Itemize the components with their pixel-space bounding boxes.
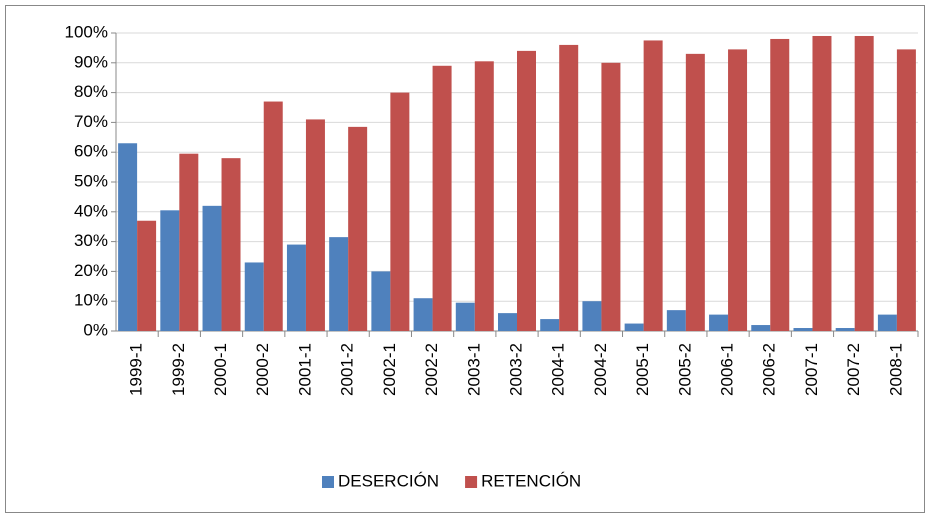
y-tick-label: 20% bbox=[74, 261, 108, 280]
bar bbox=[877, 314, 897, 331]
bar bbox=[854, 35, 874, 331]
bar bbox=[348, 126, 368, 332]
x-tick-label: 2000-1 bbox=[211, 343, 230, 396]
bar bbox=[263, 101, 283, 331]
x-tick-label: 2004-1 bbox=[549, 343, 568, 396]
x-tick-label: 2002-2 bbox=[422, 343, 441, 396]
x-tick-label: 2002-1 bbox=[380, 343, 399, 396]
y-tick-label: 70% bbox=[74, 112, 108, 131]
x-tick-label: 2000-2 bbox=[253, 343, 272, 396]
y-tick-label: 30% bbox=[74, 231, 108, 250]
legend-swatch bbox=[465, 476, 478, 488]
y-tick-label: 90% bbox=[74, 52, 108, 71]
bar bbox=[540, 319, 560, 331]
bar bbox=[835, 328, 855, 331]
bar bbox=[751, 325, 771, 331]
bar bbox=[432, 65, 452, 331]
y-tick-label: 80% bbox=[74, 82, 108, 101]
bar bbox=[455, 302, 475, 331]
bar bbox=[685, 53, 705, 332]
bar bbox=[770, 38, 790, 332]
bar bbox=[179, 153, 199, 331]
x-tick-label: 2001-1 bbox=[295, 343, 314, 396]
bar bbox=[624, 323, 644, 331]
x-tick-label: 2003-1 bbox=[464, 343, 483, 396]
bar bbox=[896, 49, 916, 331]
legend-swatch bbox=[322, 476, 334, 488]
x-tick-label: 2003-2 bbox=[506, 343, 525, 396]
bar bbox=[329, 237, 349, 331]
y-tick-label: 50% bbox=[74, 171, 108, 190]
x-tick-label: 2004-2 bbox=[591, 343, 610, 396]
x-tick-label: 1999-1 bbox=[127, 343, 146, 396]
legend-label: DESERCIÓN bbox=[338, 471, 439, 490]
x-tick-label: 1999-2 bbox=[169, 343, 188, 396]
bar bbox=[160, 210, 180, 331]
bar bbox=[371, 271, 391, 331]
bar bbox=[221, 158, 241, 331]
bar bbox=[286, 244, 306, 331]
bar bbox=[498, 313, 517, 331]
x-tick-label: 2007-2 bbox=[844, 343, 863, 396]
x-tick-label: 2005-1 bbox=[633, 343, 652, 396]
y-tick-label: 10% bbox=[74, 291, 108, 310]
bar bbox=[709, 314, 729, 331]
bar bbox=[137, 220, 157, 331]
bar bbox=[413, 298, 433, 331]
bar bbox=[812, 35, 832, 331]
legend-label: RETENCIÓN bbox=[481, 471, 581, 490]
bar bbox=[559, 44, 579, 332]
x-tick-label: 2005-2 bbox=[675, 343, 694, 396]
bar bbox=[582, 301, 602, 331]
bar bbox=[118, 143, 138, 331]
bar bbox=[793, 328, 813, 331]
y-tick-label: 40% bbox=[74, 201, 108, 220]
bar bbox=[390, 92, 410, 331]
x-tick-label: 2007-1 bbox=[802, 343, 821, 396]
y-tick-label: 100% bbox=[65, 22, 108, 41]
bar bbox=[305, 119, 325, 331]
x-tick-label: 2008-1 bbox=[886, 343, 905, 396]
x-tick-label: 2001-2 bbox=[338, 343, 357, 396]
y-tick-label: 0% bbox=[83, 320, 108, 339]
x-tick-label: 2006-2 bbox=[760, 343, 779, 396]
bar bbox=[601, 62, 621, 332]
x-tick-label: 2006-1 bbox=[718, 343, 737, 396]
bar bbox=[474, 61, 494, 332]
y-tick-label: 60% bbox=[74, 142, 108, 161]
bar bbox=[244, 262, 264, 331]
bar bbox=[728, 49, 748, 331]
bar bbox=[517, 50, 536, 331]
bar bbox=[202, 205, 222, 331]
bar bbox=[666, 310, 686, 331]
bar bbox=[643, 40, 663, 331]
